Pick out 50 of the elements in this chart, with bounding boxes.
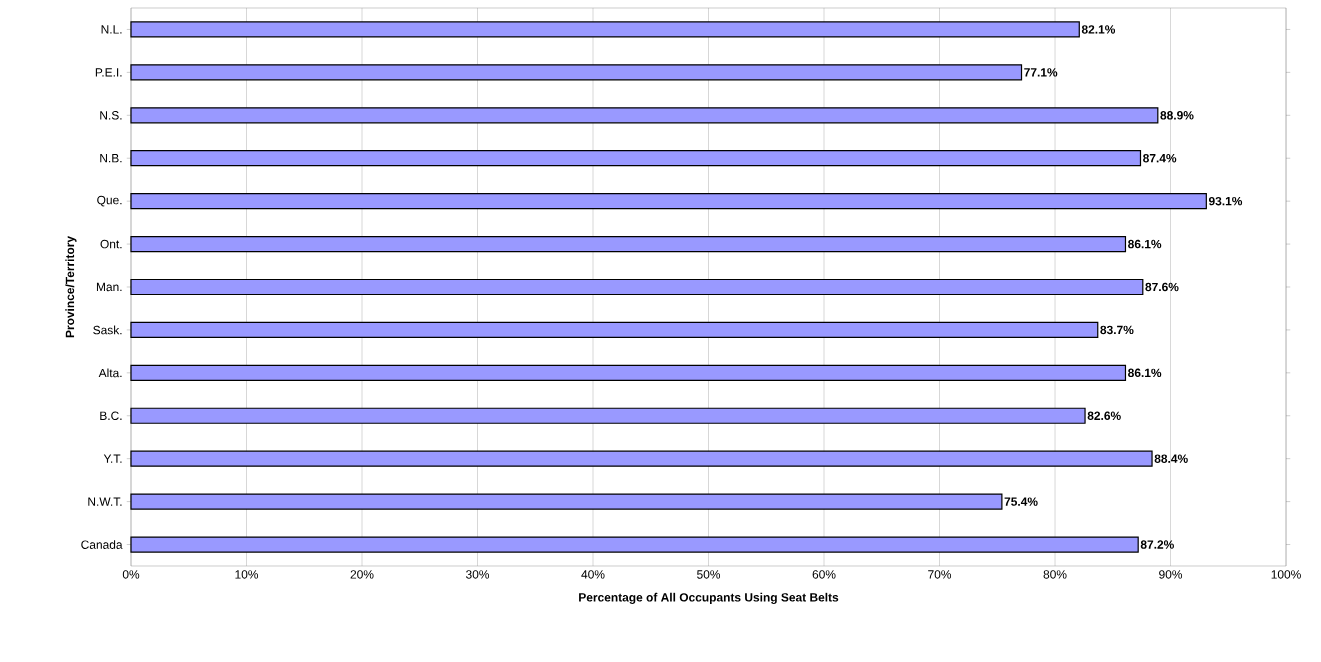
x-tick-label: 60% [812,570,836,579]
bar [130,278,1144,296]
y-tick-label: Alta. [98,368,122,378]
data-label: 87.6% [1145,282,1179,292]
x-tick-label: 40% [581,570,605,579]
x-tick-label: 100% [1271,570,1301,579]
y-tick-label: N.L. [101,25,122,34]
bar [130,407,1086,424]
x-tick-label: 20% [350,570,374,579]
y-tick-label: P.E.I. [95,68,122,77]
data-label: 93.1% [1208,196,1243,206]
x-tick-label: 0% [122,570,140,579]
data-label: 88.4% [1154,454,1188,463]
bar [130,107,1159,124]
y-tick-label: N.W.T. [88,497,122,506]
y-axis-title: Province/Territory [65,236,77,338]
data-label: 82.6% [1087,411,1121,420]
data-label: 83.7% [1100,325,1134,335]
data-label: 86.1% [1128,368,1162,378]
y-tick-label: Sask. [93,325,122,335]
data-label: 82.1% [1081,25,1116,34]
y-tick-label: N.S. [100,111,122,120]
y-tick-label: Man. [96,282,122,292]
data-label: 75.4% [1004,497,1038,506]
bar [130,321,1099,339]
y-tick-label: Y.T. [103,454,122,463]
y-tick-label: N.B. [100,154,122,163]
data-label: 77.1% [1024,68,1058,77]
bar [130,64,1023,81]
y-tick-label: Canada [81,540,123,549]
bar [130,193,1207,210]
x-tick-label: 30% [466,570,490,579]
y-tick-label: Ont. [100,239,122,249]
bar [130,235,1127,253]
x-tick-label: 10% [235,570,259,579]
bar [130,493,1003,510]
data-label: 86.1% [1128,239,1162,249]
x-tick-label: 50% [697,570,721,579]
data-label: 88.9% [1160,111,1194,120]
bar [130,450,1153,467]
bar [130,150,1142,167]
data-label: 87.2% [1140,540,1174,549]
y-tick-label: B.C. [100,411,122,420]
bar [130,364,1127,381]
x-tick-label: 80% [1043,570,1067,579]
x-axis-title: Percentage of All Occupants Using Seat Belts [579,592,839,605]
x-tick-label: 90% [1159,570,1183,579]
data-label: 87.4% [1143,153,1177,163]
x-tick-label: 70% [928,570,952,579]
y-tick-label: Que. [97,195,122,207]
